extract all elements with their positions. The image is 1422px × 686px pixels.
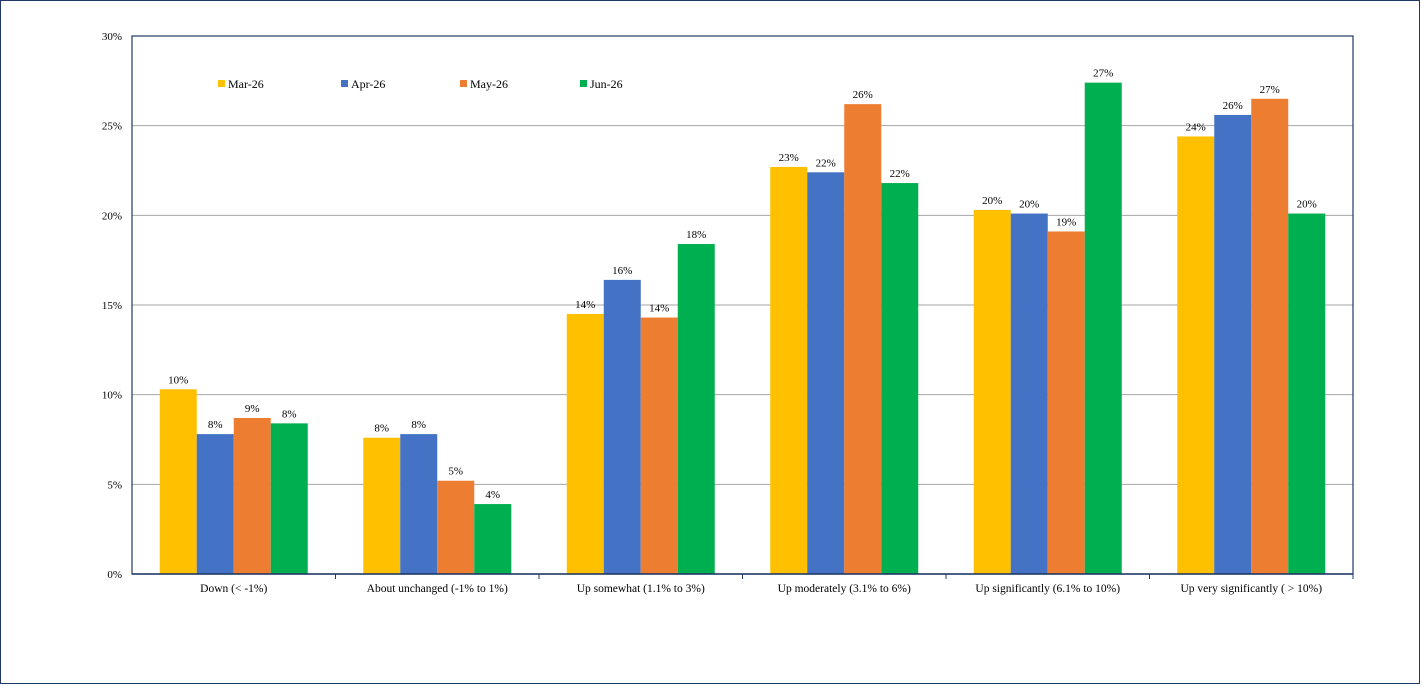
data-label: 23% [779, 152, 799, 164]
bar [677, 244, 715, 574]
bar [1288, 213, 1326, 575]
data-label: 22% [890, 168, 910, 180]
data-label: 26% [1223, 100, 1243, 112]
bar [1251, 98, 1289, 575]
legend-swatch [341, 80, 348, 87]
bar [844, 104, 882, 574]
bar [1047, 231, 1085, 574]
category-label: Up very significantly ( > 10%) [1180, 583, 1322, 595]
data-label: 8% [208, 419, 223, 431]
data-label: 8% [374, 423, 389, 435]
data-label: 20% [982, 195, 1002, 207]
legend-label: Mar-26 [228, 77, 264, 91]
gridlines [132, 35, 1353, 485]
y-tick-label: 5% [107, 479, 122, 491]
bar [233, 417, 271, 574]
data-label: 27% [1260, 84, 1280, 96]
bar [363, 437, 401, 574]
bar [603, 279, 641, 574]
data-label: 18% [686, 229, 706, 241]
category-label: Up moderately (3.1% to 6%) [778, 583, 911, 595]
bar [474, 504, 512, 574]
y-tick-label: 15% [102, 300, 122, 312]
category-labels: Down (< -1%) About unchanged (-1% to 1%) U… [200, 583, 1322, 595]
bar [159, 389, 197, 574]
bar [1214, 114, 1252, 574]
bar [1010, 213, 1048, 575]
bar [437, 480, 475, 574]
bars [159, 82, 1326, 575]
y-axis-ticks: 0% 5% 10% 15% 20% 25% 30% [102, 31, 122, 581]
bar [881, 183, 919, 574]
data-label: 19% [1056, 216, 1076, 228]
bar [1177, 136, 1215, 574]
data-label: 14% [575, 299, 595, 311]
data-label: 20% [1297, 199, 1317, 211]
legend-swatch [460, 80, 467, 87]
data-label: 27% [1093, 68, 1113, 80]
data-label: 26% [853, 89, 873, 101]
data-label: 20% [1019, 199, 1039, 211]
bar [640, 317, 678, 574]
bar [973, 209, 1011, 574]
data-label: 9% [245, 403, 260, 415]
category-label: Down (< -1%) [200, 583, 267, 595]
y-tick-label: 0% [107, 569, 122, 581]
legend: Mar-26 Apr-26 May-26 Jun-26 [218, 77, 623, 91]
category-label: Up significantly (6.1% to 10%) [975, 583, 1120, 595]
legend-label: Apr-26 [351, 77, 385, 91]
y-tick-label: 20% [102, 210, 122, 222]
legend-label: May-26 [470, 77, 508, 91]
data-label: 16% [612, 265, 632, 277]
bar [770, 166, 808, 574]
category-label: Up somewhat (1.1% to 3%) [577, 583, 705, 595]
legend-swatch [218, 80, 225, 87]
axes [131, 35, 1354, 579]
data-label: 8% [282, 408, 297, 420]
y-tick-label: 25% [102, 121, 122, 133]
bar [807, 172, 845, 574]
y-tick-label: 10% [102, 390, 122, 402]
data-label: 4% [485, 489, 500, 501]
y-tick-label: 30% [102, 31, 122, 43]
legend-swatch [580, 80, 587, 87]
bar [196, 434, 234, 574]
data-labels: 10% 8% 9% 8% 8% 8% 5% 4% 14% 16% 14% 18% 23% 22% 26% 22… [168, 68, 1317, 501]
data-label: 22% [816, 157, 836, 169]
legend-label: Jun-26 [590, 77, 623, 91]
bar [270, 423, 308, 574]
data-label: 14% [649, 303, 669, 315]
data-label: 24% [1186, 121, 1206, 133]
data-label: 8% [411, 419, 426, 431]
bar [1084, 82, 1122, 575]
data-label: 10% [168, 374, 188, 386]
bar [400, 434, 438, 574]
bar [566, 313, 604, 574]
category-label: About unchanged (-1% to 1%) [367, 583, 508, 595]
data-label: 5% [448, 466, 463, 478]
